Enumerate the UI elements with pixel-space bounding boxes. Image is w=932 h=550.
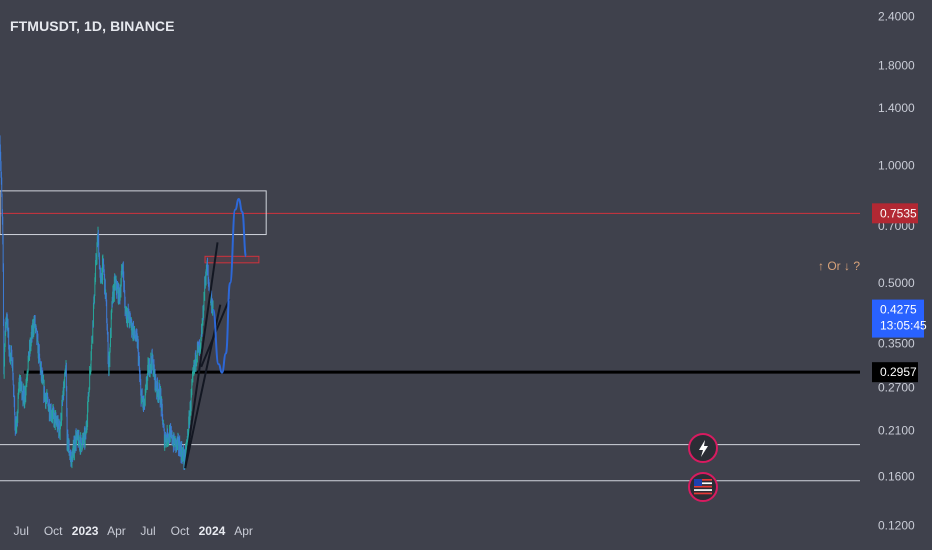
x-tick-label: Apr [107, 524, 126, 538]
event-icons [688, 433, 718, 502]
direction-annotation: ↑ Or ↓ ? [818, 259, 860, 273]
y-tick-label: 0.2700 [878, 381, 915, 395]
support-price-tag [872, 362, 918, 383]
candle-series [0, 135, 214, 470]
y-tick-label: 1.4000 [878, 101, 915, 115]
x-tick-label: 2023 [72, 524, 99, 538]
current-price-text: 0.4275 [880, 303, 917, 317]
symbol-title: FTMUSDT, 1D, BINANCE [10, 18, 175, 34]
x-tick-label: 2024 [199, 524, 226, 538]
y-tick-label: 0.1600 [878, 469, 915, 483]
y-tick-label: 0.2100 [878, 423, 915, 437]
trend-lines [184, 242, 231, 469]
price-axis: 2.40001.80001.40001.00000.70000.50000.35… [878, 10, 915, 533]
annotations: ↑ Or ↓ ? [818, 259, 860, 273]
x-tick-label: Oct [44, 524, 63, 538]
flag-stripe [694, 485, 712, 488]
zone-rectangles [0, 190, 267, 264]
y-tick-label: 0.3500 [878, 337, 915, 351]
projection-path [212, 197, 248, 374]
price-tag-text: 0.7535 [880, 206, 917, 220]
y-tick-label: 1.8000 [878, 58, 915, 72]
flag-stripe [694, 482, 712, 485]
x-tick-label: Oct [171, 524, 190, 538]
horizontal-lines [0, 212, 860, 482]
lightning-icon [688, 433, 718, 463]
time-axis: Jul Oct 2023 Apr Jul Oct 2024 Apr [14, 524, 253, 538]
resistance-price-tag [872, 203, 918, 224]
flag-canton [694, 479, 702, 486]
us-flag-icon [688, 472, 718, 502]
resistance-zone [0, 190, 267, 236]
flag-stripe [694, 479, 712, 481]
x-tick-label: Jul [14, 524, 29, 538]
x-tick-label: Apr [234, 524, 253, 538]
trend-line [184, 242, 219, 469]
y-tick-label: 0.1200 [878, 518, 915, 532]
flag-stripe [694, 492, 712, 495]
countdown-text: 13:05:45 [880, 319, 927, 333]
trend-line [184, 304, 222, 469]
y-tick-label: 2.4000 [878, 10, 915, 24]
flag-stripe [694, 489, 712, 491]
price-tags: 0.7535 0.2957 0.4275 13:05:45 [872, 203, 927, 383]
y-tick-label: 1.0000 [878, 158, 915, 172]
y-tick-label: 0.5000 [878, 276, 915, 290]
current-price-tag [872, 299, 924, 338]
lightning-glyph [699, 440, 708, 457]
x-tick-label: Jul [140, 524, 155, 538]
price-tag-text: 0.2957 [880, 365, 917, 379]
projection-path-group [212, 197, 248, 374]
